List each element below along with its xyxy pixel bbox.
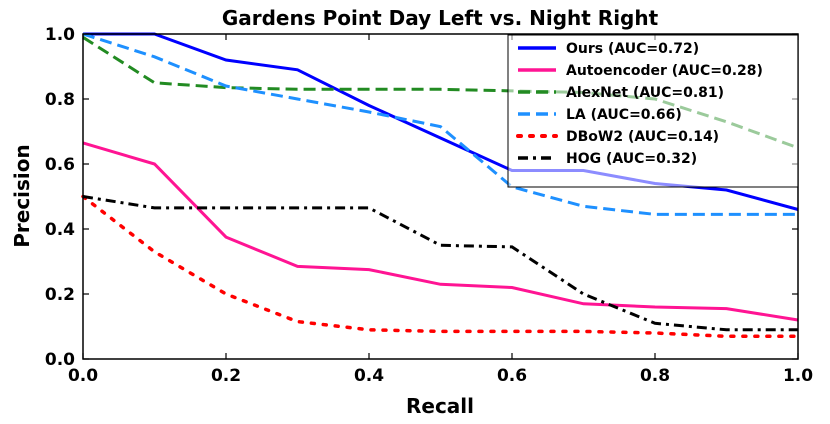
x-tick-label: 0.0 bbox=[68, 366, 98, 386]
legend-label-1: Autoencoder (AUC=0.28) bbox=[566, 63, 763, 79]
series-line-2 bbox=[82, 36, 799, 150]
legend-label-3: LA (AUC=0.66) bbox=[566, 107, 682, 123]
legend-box bbox=[507, 34, 799, 188]
series-line-5 bbox=[82, 195, 798, 332]
tick-layer: 0.0 0.2 0.4 0.6 0.8 1.0 0.0 0.2 0.4 0.6 0.8 1.0 bbox=[45, 25, 813, 386]
y-tick-label: 0.4 bbox=[45, 220, 75, 240]
legend: Ours (AUC=0.72) Autoencoder (AUC=0.28) Ale… bbox=[507, 34, 799, 188]
y-tick-label: 0.8 bbox=[45, 90, 75, 110]
y-tick-label: 0.2 bbox=[45, 285, 75, 305]
x-tick-label: 0.2 bbox=[211, 366, 241, 386]
plot-frame bbox=[82, 33, 799, 360]
legend-label-0: Ours (AUC=0.72) bbox=[566, 41, 699, 57]
x-tick-label: 0.8 bbox=[640, 366, 670, 386]
chart-title: Gardens Point Day Left vs. Night Right bbox=[222, 6, 659, 30]
y-axis-label: Precision bbox=[10, 144, 34, 248]
y-tick-label: 0.6 bbox=[45, 155, 75, 175]
y-tick-label: 1.0 bbox=[45, 25, 75, 45]
series-line-1 bbox=[82, 141, 799, 322]
legend-label-4: DBoW2 (AUC=0.14) bbox=[566, 129, 719, 145]
y-tick-label: 0.0 bbox=[45, 350, 75, 370]
x-axis-label: Recall bbox=[406, 394, 474, 418]
series-line-3 bbox=[82, 32, 798, 216]
legend-label-2: AlexNet (AUC=0.81) bbox=[566, 85, 724, 101]
x-tick-label: 0.6 bbox=[497, 366, 527, 386]
x-tick-label: 0.4 bbox=[354, 366, 384, 386]
legend-label-5: HOG (AUC=0.32) bbox=[566, 151, 697, 167]
x-tick-label: 1.0 bbox=[783, 366, 813, 386]
series-line-4 bbox=[81, 194, 800, 339]
